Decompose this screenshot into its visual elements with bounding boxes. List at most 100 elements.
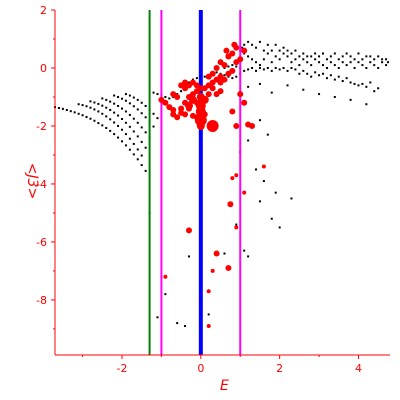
data-point	[310, 64, 313, 67]
data-point	[121, 107, 123, 110]
data-point	[124, 93, 127, 96]
highlight-point	[197, 85, 204, 92]
data-point	[262, 49, 265, 52]
data-point	[251, 66, 254, 69]
highlight-point	[196, 121, 205, 130]
data-point	[369, 61, 372, 64]
data-point	[314, 58, 317, 61]
data-point	[325, 66, 328, 69]
data-point	[203, 75, 206, 78]
data-point	[57, 106, 60, 109]
highlight-point	[178, 105, 185, 112]
data-point	[377, 55, 380, 58]
data-point	[136, 135, 139, 138]
data-point	[385, 64, 388, 67]
data-point	[124, 144, 127, 147]
data-point	[121, 128, 123, 131]
data-point	[318, 61, 321, 64]
data-point	[140, 140, 143, 143]
highlight-point	[229, 67, 236, 74]
data-point	[132, 153, 135, 156]
data-point	[109, 118, 112, 121]
data-point	[361, 64, 364, 67]
data-point	[89, 106, 92, 109]
data-point	[113, 94, 116, 97]
data-point	[262, 58, 265, 61]
data-point	[136, 98, 139, 101]
data-point	[255, 69, 257, 72]
data-point	[322, 72, 324, 75]
data-point	[121, 97, 123, 100]
data-point	[93, 108, 96, 111]
highlight-point	[227, 201, 234, 208]
highlight-point	[206, 289, 211, 294]
data-point	[314, 52, 317, 55]
data-point	[306, 55, 309, 58]
highlight-point	[163, 274, 168, 279]
data-point	[223, 252, 226, 255]
data-point	[77, 103, 80, 106]
data-point	[243, 249, 246, 252]
data-point	[128, 113, 131, 116]
data-point	[105, 126, 108, 129]
highlight-point	[158, 96, 165, 103]
vertical-lines-layer	[148, 10, 242, 355]
data-point	[140, 154, 143, 157]
data-point	[381, 58, 384, 61]
data-point	[333, 64, 336, 67]
data-point	[124, 133, 127, 136]
data-point	[282, 46, 285, 49]
data-point	[227, 65, 230, 68]
data-point	[121, 140, 123, 143]
data-point	[294, 58, 297, 61]
data-point	[223, 74, 226, 77]
data-point	[274, 55, 277, 58]
data-point	[385, 58, 388, 61]
data-point	[247, 40, 250, 43]
data-point	[270, 69, 273, 72]
highlight-point	[241, 47, 248, 54]
data-point	[270, 61, 273, 64]
data-point	[306, 61, 309, 64]
data-point	[247, 85, 250, 88]
data-point	[243, 69, 246, 72]
data-point	[318, 74, 321, 77]
highlight-point	[170, 111, 177, 118]
data-point	[345, 64, 348, 67]
data-point	[290, 52, 293, 55]
data-point	[152, 91, 155, 94]
data-point	[369, 81, 372, 84]
data-point	[117, 124, 120, 127]
data-point	[109, 109, 112, 112]
data-point	[387, 61, 390, 64]
data-point	[337, 58, 340, 61]
highlight-point	[178, 109, 185, 116]
highlight-point	[210, 268, 215, 273]
data-point	[101, 112, 104, 115]
highlight-point	[221, 76, 228, 83]
data-point	[61, 107, 64, 110]
data-point	[282, 66, 285, 69]
data-point	[333, 52, 336, 55]
data-point	[298, 72, 301, 75]
data-point	[188, 255, 190, 258]
data-point	[81, 104, 84, 107]
data-point	[241, 46, 244, 49]
data-point	[262, 68, 265, 71]
data-point	[325, 58, 328, 61]
data-point	[255, 46, 257, 49]
data-point	[349, 61, 352, 64]
data-point	[152, 125, 155, 128]
data-point	[270, 49, 273, 52]
data-point	[144, 104, 147, 107]
highlight-point	[229, 108, 236, 115]
data-point	[207, 313, 210, 316]
data-point	[97, 110, 100, 113]
data-point	[85, 115, 88, 118]
data-point	[184, 325, 187, 328]
data-point	[81, 114, 84, 117]
data-point	[215, 71, 218, 74]
data-point	[128, 148, 131, 151]
data-point	[290, 66, 293, 69]
data-point	[77, 112, 80, 115]
